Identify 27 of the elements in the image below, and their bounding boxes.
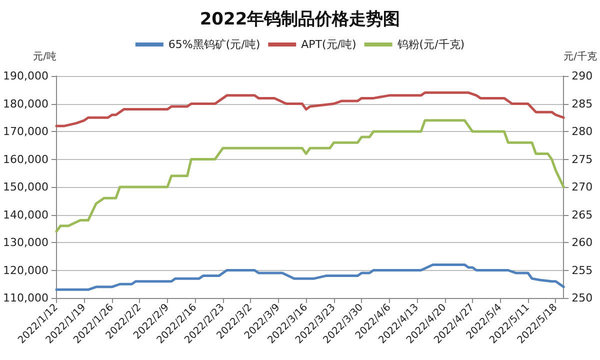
- y2-tick-label: 265: [572, 208, 593, 222]
- y-tick-label: 110,000: [2, 292, 48, 304]
- y2-tick-label: 275: [572, 152, 593, 166]
- legend-label: 65%黑钨矿(元/吨): [168, 38, 260, 51]
- y2-tick-label: 250: [572, 292, 593, 304]
- y2-tick-label: 255: [572, 264, 593, 277]
- y-tick-label: 140,000: [2, 208, 48, 222]
- y2-axis-title: 元/千克: [564, 50, 598, 62]
- y-tick-label: 150,000: [2, 180, 48, 194]
- line-series: [55, 263, 565, 291]
- y2-tick-label: 260: [572, 236, 593, 249]
- y2-tick-label: 280: [572, 125, 593, 138]
- y2-tick-label: 290: [572, 70, 593, 82]
- y-tick-label: 130,000: [2, 236, 48, 249]
- y2-tick-label: 285: [572, 97, 593, 110]
- legend-label: APT(元/吨): [301, 38, 356, 51]
- y-tick-label: 160,000: [2, 152, 48, 166]
- y-tick-label: 190,000: [2, 70, 48, 82]
- y-tick-label: 180,000: [2, 97, 48, 110]
- y2-tick-label: 270: [572, 180, 593, 194]
- line-series: [55, 91, 565, 128]
- legend-label: 钨粉(元/千克): [396, 38, 465, 51]
- y-tick-label: 120,000: [2, 264, 48, 277]
- y-tick-label: 170,000: [2, 125, 48, 138]
- chart-title: 2022年钨制品价格走势图: [200, 10, 400, 30]
- line-series: [55, 119, 565, 233]
- y-axis-title: 元/吨: [33, 50, 56, 62]
